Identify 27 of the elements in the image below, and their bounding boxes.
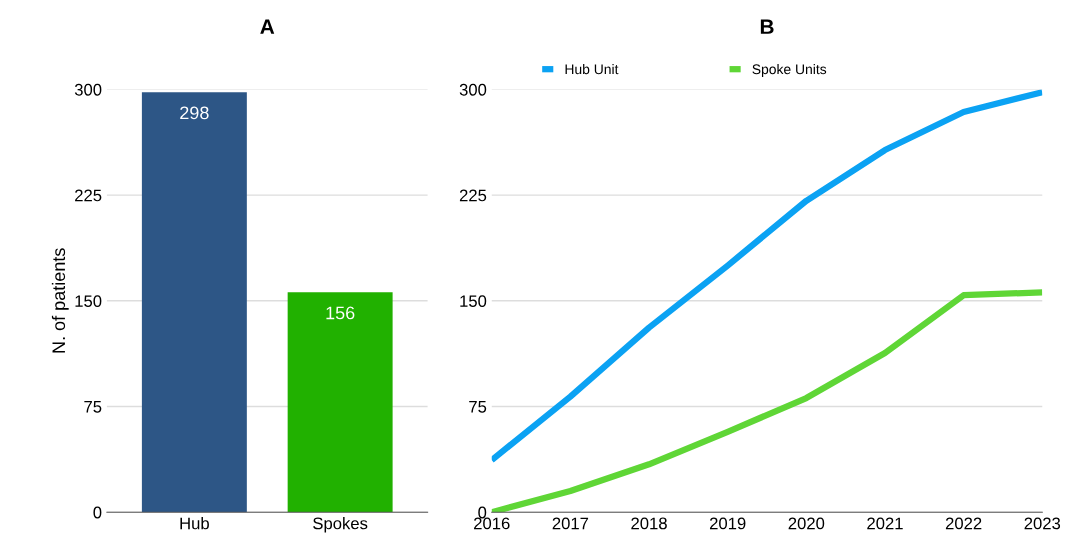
- y-tick-label: 0: [93, 506, 102, 519]
- y-tick-label: 150: [75, 295, 102, 308]
- x-tick-label: 2017: [552, 517, 589, 530]
- x-tick-label: 2020: [788, 517, 825, 530]
- data-label: 156: [326, 306, 355, 320]
- x-tick-label: 2021: [867, 517, 903, 530]
- chart-title: A: [260, 19, 275, 34]
- x-tick-label: 2018: [631, 517, 667, 530]
- y-tick-label: 75: [469, 401, 487, 413]
- y-tick-label: 225: [75, 189, 102, 202]
- y-tick-label: 75: [84, 401, 102, 413]
- y-axis-title: N. of patients: [51, 248, 69, 353]
- x-tick-label: 2022: [945, 517, 982, 530]
- y-tick-label: 150: [460, 295, 487, 308]
- legend-label: Hub Unit: [565, 63, 619, 75]
- x-tick-label: Hub: [180, 517, 209, 530]
- y-tick-label: 300: [459, 83, 487, 96]
- x-tick-label: 2023: [1024, 517, 1061, 530]
- y-tick-label: 0: [478, 506, 487, 519]
- y-tick-label: 225: [459, 189, 487, 202]
- x-tick-label: Spokes: [313, 517, 368, 533]
- x-tick-label: 2019: [709, 517, 746, 530]
- x-tick-label: 2016: [474, 517, 510, 530]
- chart-title: B: [760, 19, 774, 34]
- data-label: 298: [180, 106, 209, 120]
- y-tick-label: 300: [74, 83, 102, 96]
- legend-label: Spoke Units: [752, 63, 827, 77]
